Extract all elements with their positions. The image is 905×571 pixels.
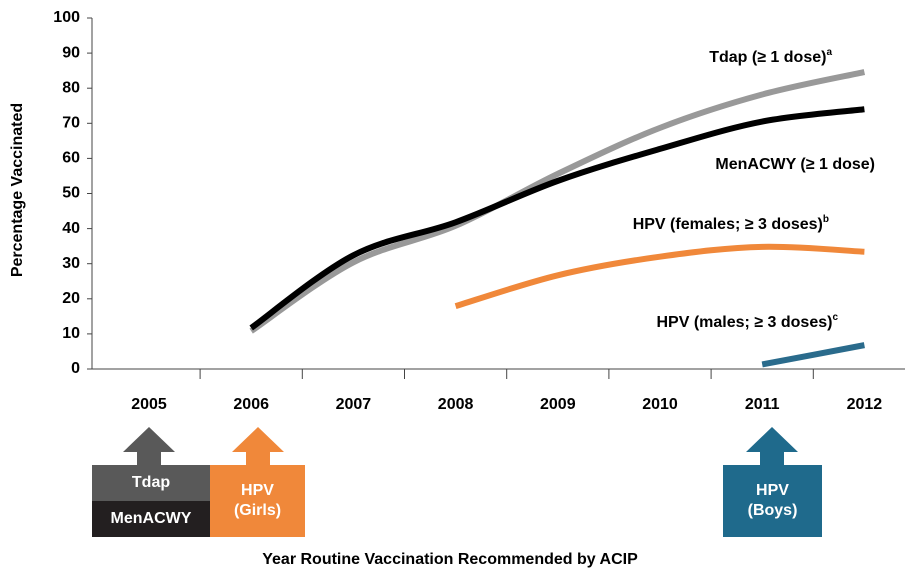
footnote-mark: c xyxy=(832,312,838,323)
recommendation-box xyxy=(92,465,210,501)
x-tick-label: 2006 xyxy=(233,396,269,413)
series-line xyxy=(761,342,865,368)
series-name: HPV (females; ≥ 3 doses) xyxy=(633,216,823,233)
series-label: Tdap (≥ 1 dose)a xyxy=(709,47,832,67)
footnote-mark: a xyxy=(826,47,832,58)
y-tick-label: 40 xyxy=(62,220,80,237)
recommendation-label: MenACWY xyxy=(111,510,192,527)
x-tick-label: 2008 xyxy=(438,396,474,413)
recommendation-label: HPV xyxy=(241,482,274,499)
y-tick-label: 90 xyxy=(62,44,80,61)
series-name: Tdap (≥ 1 dose) xyxy=(709,49,826,66)
series-line xyxy=(454,243,865,310)
recommendation-box xyxy=(210,465,305,537)
y-tick-label: 20 xyxy=(62,290,80,307)
series-line xyxy=(249,69,866,334)
y-tick-label: 30 xyxy=(62,255,80,272)
recommendation-arrow xyxy=(746,427,798,465)
recommendation-arrow xyxy=(123,427,175,465)
x-tick-label: 2005 xyxy=(131,396,167,413)
series-name: MenACWY (≥ 1 dose) xyxy=(715,156,875,173)
y-tick-label: 70 xyxy=(62,115,80,132)
x-axis-title: Year Routine Vaccination Recommended by … xyxy=(262,551,638,568)
y-tick-label: 0 xyxy=(71,360,80,377)
recommendation-arrow xyxy=(232,427,284,465)
y-tick-label: 100 xyxy=(53,9,80,26)
x-tick-label: 2010 xyxy=(642,396,678,413)
series-line xyxy=(249,106,865,331)
x-tick-label: 2011 xyxy=(745,396,780,413)
x-tick-label: 2009 xyxy=(540,396,576,413)
series-label: HPV (males; ≥ 3 doses)c xyxy=(656,312,838,332)
y-tick-label: 80 xyxy=(62,79,80,96)
y-tick-label: 50 xyxy=(62,185,80,202)
series-label: MenACWY (≥ 1 dose) xyxy=(715,156,875,173)
recommendation-box xyxy=(92,501,210,537)
recommendation-box xyxy=(723,465,822,537)
series-name: HPV (males; ≥ 3 doses) xyxy=(656,314,832,331)
y-axis-title: Percentage Vaccinated xyxy=(9,103,26,277)
x-tick-label: 2007 xyxy=(336,396,372,413)
y-tick-label: 60 xyxy=(62,150,80,167)
x-tick-label: 2012 xyxy=(847,396,883,413)
footnote-mark: b xyxy=(823,214,829,225)
series-label: HPV (females; ≥ 3 doses)b xyxy=(633,214,829,234)
recommendation-label: (Boys) xyxy=(748,502,798,519)
y-tick-label: 10 xyxy=(62,325,80,342)
recommendation-label: HPV xyxy=(756,482,789,499)
recommendation-label: (Girls) xyxy=(234,502,281,519)
recommendation-label: Tdap xyxy=(132,474,170,491)
